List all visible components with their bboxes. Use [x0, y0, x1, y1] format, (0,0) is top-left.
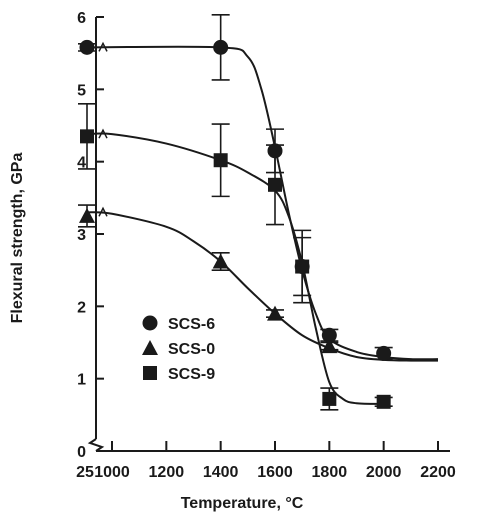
curve-break-mark	[98, 206, 108, 217]
legend-label-scs-9: SCS-9	[168, 366, 215, 383]
marker-scs-6	[79, 39, 95, 55]
legend-marker-scs-6	[142, 315, 158, 331]
error-bars	[78, 14, 393, 411]
marker-scs-0	[321, 338, 338, 354]
y-tick-label: 5	[77, 82, 86, 99]
curve-scs-0	[86, 211, 439, 362]
marker-scs-9	[268, 177, 282, 192]
x-axis-label: Temperature, °C	[181, 495, 304, 512]
marker-scs-0	[79, 207, 95, 223]
curve-break-mark	[98, 41, 108, 52]
axes: 0 1 2 3 4 5 6 25 1000 1200 1400 1600 1800 2000 2200	[76, 10, 456, 481]
data-markers	[79, 39, 392, 409]
legend-marker-scs-0	[142, 340, 158, 355]
marker-scs-9	[322, 391, 337, 406]
marker-scs-6	[213, 39, 229, 55]
x-tick-label: 25	[76, 464, 94, 481]
legend-label-scs-6: SCS-6	[168, 316, 215, 333]
marker-scs-9	[80, 129, 94, 144]
y-axis-break-mark	[87, 438, 105, 452]
y-axis-label: Flexural strength, GPa	[9, 153, 26, 324]
y-tick-label: 0	[77, 444, 86, 461]
curve-break-mark	[98, 128, 108, 139]
x-tick-label: 2000	[366, 464, 402, 481]
x-tick-label: 1600	[257, 464, 293, 481]
marker-scs-0	[212, 253, 229, 269]
x-tick-label: 1000	[94, 464, 130, 481]
y-tick-label: 2	[77, 299, 86, 316]
marker-scs-6	[267, 143, 283, 159]
x-tick-label: 1400	[203, 464, 239, 481]
x-tick-label: 2200	[420, 464, 456, 481]
legend: SCS-6 SCS-0 SCS-9	[142, 315, 215, 383]
marker-scs-9	[376, 394, 391, 409]
marker-scs-9	[295, 259, 310, 274]
marker-scs-9	[213, 153, 228, 168]
legend-label-scs-0: SCS-0	[168, 341, 215, 358]
marker-scs-6	[376, 345, 392, 361]
y-tick-label: 6	[77, 10, 86, 27]
y-tick-label: 4	[77, 155, 86, 172]
y-tick-label: 1	[77, 372, 86, 389]
x-tick-label: 1200	[149, 464, 185, 481]
legend-marker-scs-9	[143, 366, 157, 380]
y-tick-label: 3	[77, 227, 86, 244]
marker-scs-0	[267, 305, 283, 321]
marker-scs-6	[321, 327, 337, 343]
curve-scs-9	[86, 132, 384, 405]
curve-scs-6	[86, 45, 439, 361]
x-tick-label: 1800	[312, 464, 348, 481]
